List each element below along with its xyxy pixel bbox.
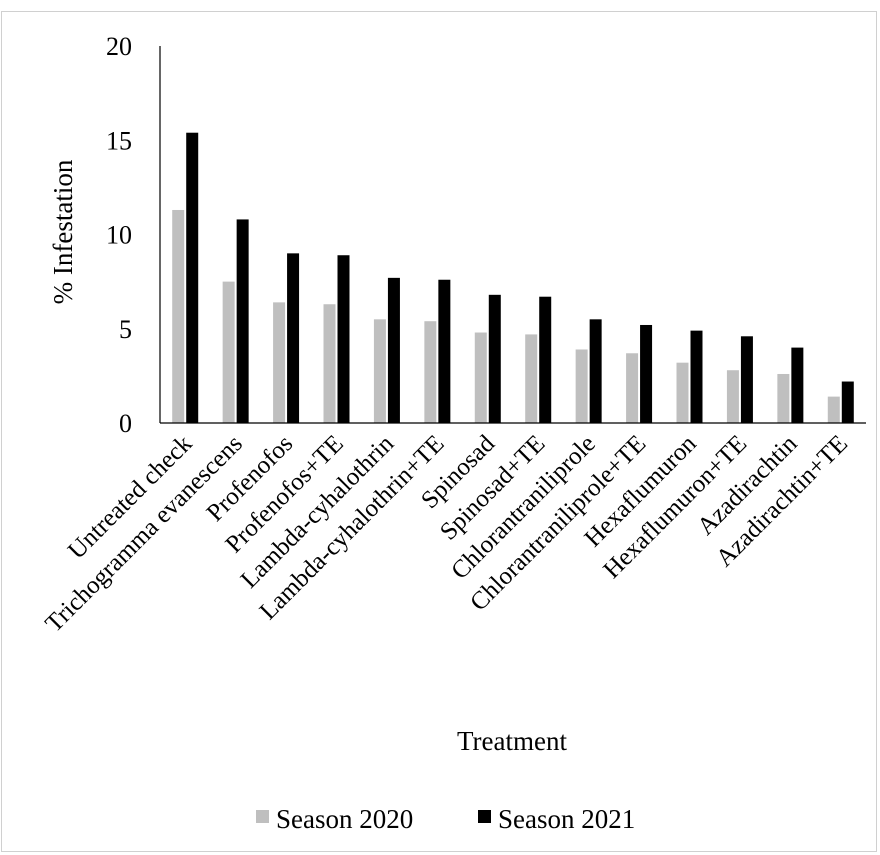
y-tick-label: 10 (106, 221, 132, 250)
bar-season-2021-profenofos-te (337, 255, 350, 423)
bar-season-2021-lambda-cyhalothrin-te (438, 279, 451, 423)
bar-season-2021-hexaflumuron-te (740, 336, 753, 423)
y-tick-label: 15 (106, 126, 132, 155)
bar-season-2020-hexaflumuron (676, 362, 689, 423)
legend-swatch-season-2020 (256, 810, 269, 823)
legend-label-season-2020: Season 2020 (276, 804, 413, 834)
bar-season-2020-chlorantraniliprole (575, 349, 588, 423)
chart-frame (1, 11, 877, 852)
bar-season-2021-hexaflumuron (690, 330, 703, 423)
bar-season-2021-spinosad (488, 294, 501, 423)
legend-swatch-season-2021 (478, 810, 491, 823)
bar-season-2020-azadirachtin (777, 373, 790, 423)
bar-season-2020-spinosad-te (525, 334, 538, 423)
bar-season-2021-untreated-check (186, 132, 199, 423)
bar-season-2020-profenofos (273, 302, 286, 423)
y-tick-label: 5 (119, 315, 132, 344)
bar-season-2020-lambda-cyhalothrin (373, 319, 386, 423)
bar-season-2021-trichogramma-evanescens (236, 219, 249, 423)
bar-season-2020-chlorantraniliprole-te (626, 353, 639, 423)
bars (172, 132, 854, 423)
bar-season-2020-azadirachtin-te (827, 396, 840, 423)
y-axis-ticks: 0 5 10 15 20 (106, 32, 132, 438)
x-axis-title: Treatment (457, 726, 567, 756)
bar-season-2021-profenofos (287, 253, 300, 423)
y-tick-label: 20 (106, 32, 132, 61)
bar-season-2020-spinosad (474, 332, 487, 423)
bar-season-2021-chlorantraniliprole (589, 319, 602, 423)
bar-season-2021-azadirachtin-te (841, 381, 854, 423)
legend-label-season-2021: Season 2021 (498, 804, 635, 834)
bar-season-2020-trichogramma-evanescens (222, 281, 235, 423)
bar-season-2020-hexaflumuron-te (726, 370, 739, 423)
bar-season-2020-untreated-check (172, 209, 185, 423)
x-category-label: Trichogramma evanescens (40, 430, 247, 637)
y-axis-title: % Infestation (48, 159, 78, 304)
y-tick-label: 0 (119, 409, 132, 438)
bar-season-2021-lambda-cyhalothrin (387, 277, 400, 423)
bar-season-2021-spinosad-te (539, 296, 552, 423)
legend: Season 2020 Season 2021 (256, 804, 635, 834)
bar-season-2020-profenofos-te (323, 304, 336, 423)
bar-season-2021-azadirachtin (791, 347, 804, 423)
bar-season-2021-chlorantraniliprole-te (640, 324, 653, 423)
bar-season-2020-lambda-cyhalothrin-te (424, 321, 437, 423)
